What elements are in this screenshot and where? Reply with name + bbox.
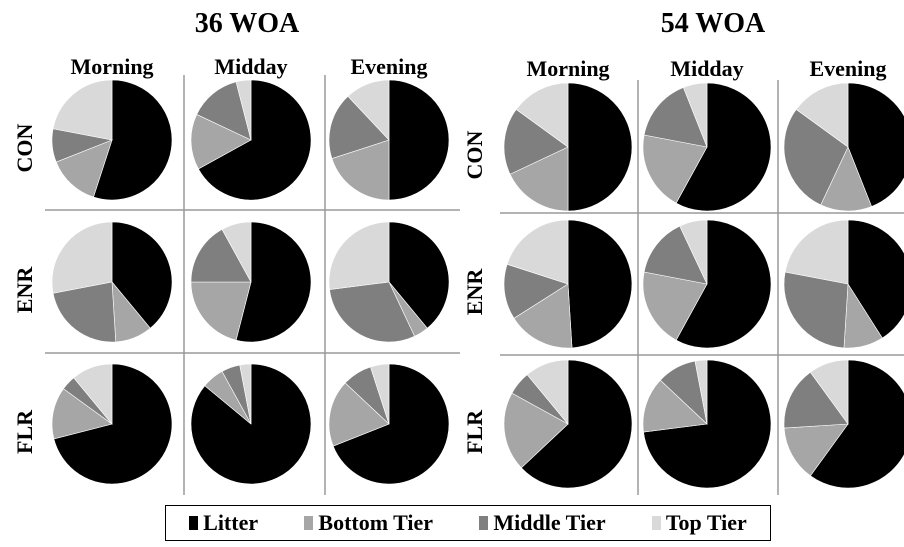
legend-item-bottom-tier: Bottom Tier [304,510,433,536]
legend-item-litter: Litter [189,510,258,536]
pie-slice-36-woa-enr-morning-middle-tier [52,281,117,343]
pie-slice-54-woa-enr-midday-bottom-tier [642,271,708,341]
pie-slice-36-woa-flr-evening-litter [332,363,450,485]
panel-54-woa-column-label-midday: Midday [670,56,743,81]
legend-swatch-litter [189,516,199,530]
pie-slice-54-woa-con-evening-litter [847,82,904,207]
pie-slice-54-woa-enr-evening-middle-tier [783,271,849,349]
panel-54-woa-column-label-morning: Morning [526,56,609,81]
pie-slice-54-woa-flr-midday-bottom-tier [642,379,708,433]
pie-slice-54-woa-con-morning-middle-tier [503,108,569,175]
pie-slice-54-woa-con-midday-litter [675,82,772,212]
pie-slice-36-woa-con-evening-litter [388,79,450,201]
pie-slice-54-woa-enr-midday-middle-tier [643,225,708,285]
pie-slice-54-woa-enr-midday-litter [675,219,772,349]
panel-36-woa-row-label-enr: ENR [12,266,37,314]
pie-slice-36-woa-con-midday-top-tier [235,79,252,141]
pie-slice-36-woa-enr-evening-middle-tier [329,281,415,343]
pie-slice-54-woa-con-evening-top-tier [795,82,849,148]
pie-slice-54-woa-flr-midday-top-tier [694,359,708,425]
pie-slice-54-woa-flr-evening-middle-tier [783,371,849,429]
panel-title-36-woa: 36 WOA [195,8,300,39]
legend-swatch-bottom-tier [304,516,314,530]
pie-slice-54-woa-con-midday-bottom-tier [642,134,708,204]
legend-swatch-top-tier [651,516,661,530]
pie-slice-36-woa-enr-midday-top-tier [221,221,252,283]
pie-slice-36-woa-enr-evening-litter [388,221,450,329]
pie-slice-54-woa-enr-evening-top-tier [784,219,849,285]
pie-slice-36-woa-flr-evening-bottom-tier [328,382,390,447]
panel-36-woa-column-label-morning: Morning [70,54,153,79]
pie-slice-36-woa-con-evening-top-tier [347,79,390,141]
panel-54-woa-row-label-flr: FLR [462,409,487,454]
pie-slice-36-woa-flr-morning-top-tier [73,363,113,425]
pie-slice-54-woa-con-midday-middle-tier [643,87,708,148]
legend-label-bottom-tier: Bottom Tier [318,510,434,535]
pie-slice-54-woa-con-morning-bottom-tier [509,146,569,212]
panel-36-woa-column-label-evening: Evening [350,54,427,79]
pie-slice-36-woa-con-midday-middle-tier [196,81,252,141]
panel-36-woa-row-label-con: CON [12,123,37,172]
legend-label-litter: Litter [203,510,259,535]
pie-slice-36-woa-con-evening-middle-tier [328,95,390,159]
pie-slice-54-woa-con-morning-top-tier [515,82,569,148]
panel-36-woa-column-label-midday: Midday [214,54,287,79]
pie-slice-54-woa-flr-morning-top-tier [526,359,569,425]
panel-36-woa-row-label-flr: FLR [12,409,37,454]
panel-title-54-woa: 54 WOA [661,8,766,39]
pie-slice-36-woa-flr-evening-top-tier [370,363,390,425]
chart-legend: Litter Bottom Tier Middle Tier Top Tier [165,505,771,541]
pie-slice-36-woa-con-evening-bottom-tier [331,139,390,201]
pie-slice-54-woa-con-morning-litter [567,82,633,212]
panel-54-woa-row-label-con: CON [462,130,487,179]
pie-slice-54-woa-flr-evening-top-tier [809,359,849,425]
pie-slice-36-woa-enr-midday-middle-tier [190,229,252,283]
pie-slice-54-woa-flr-morning-bottom-tier [503,392,569,469]
pie-slice-36-woa-con-morning-top-tier [52,79,113,141]
pie-slice-54-woa-flr-evening-litter [809,359,904,489]
panel-54-woa-column-label-evening: Evening [809,56,886,81]
panel-54-woa-row-label-enr: ENR [462,268,487,316]
legend-label-middle-tier: Middle Tier [493,510,606,535]
legend-item-middle-tier: Middle Tier [479,510,606,536]
pie-slice-36-woa-con-midday-litter [198,79,312,201]
legend-label-top-tier: Top Tier [665,510,747,535]
pie-slice-54-woa-flr-morning-litter [520,359,633,489]
pie-slice-54-woa-enr-evening-litter [847,219,904,339]
pie-slice-54-woa-con-midday-top-tier [683,82,708,148]
pie-slice-54-woa-enr-morning-middle-tier [503,263,569,319]
pie-slice-36-woa-flr-morning-litter [53,363,173,485]
legend-item-top-tier: Top Tier [651,510,747,536]
pie-slice-36-woa-enr-morning-litter [111,221,173,329]
pie-slice-36-woa-flr-midday-top-tier [239,363,252,425]
pie-slice-54-woa-enr-morning-bottom-tier [513,283,573,349]
pie-slice-54-woa-enr-morning-top-tier [506,219,569,285]
pie-slice-36-woa-flr-morning-bottom-tier [51,388,113,440]
pie-slice-54-woa-flr-evening-bottom-tier [783,423,849,477]
pie-slice-54-woa-con-evening-middle-tier [783,108,849,206]
pie-slice-36-woa-enr-midday-litter [235,221,312,343]
pie-slice-36-woa-con-morning-litter [93,79,173,201]
pie-slice-36-woa-con-morning-bottom-tier [55,139,113,198]
pie-slice-54-woa-enr-morning-litter [567,219,633,349]
pie-slice-36-woa-con-midday-bottom-tier [190,114,252,170]
pie-slice-54-woa-enr-midday-top-tier [679,219,708,285]
legend-swatch-middle-tier [479,516,489,530]
pie-slice-36-woa-enr-morning-top-tier [51,221,113,294]
pie-slice-36-woa-enr-evening-top-tier [328,221,390,290]
pie-slice-36-woa-enr-midday-bottom-tier [190,281,252,341]
